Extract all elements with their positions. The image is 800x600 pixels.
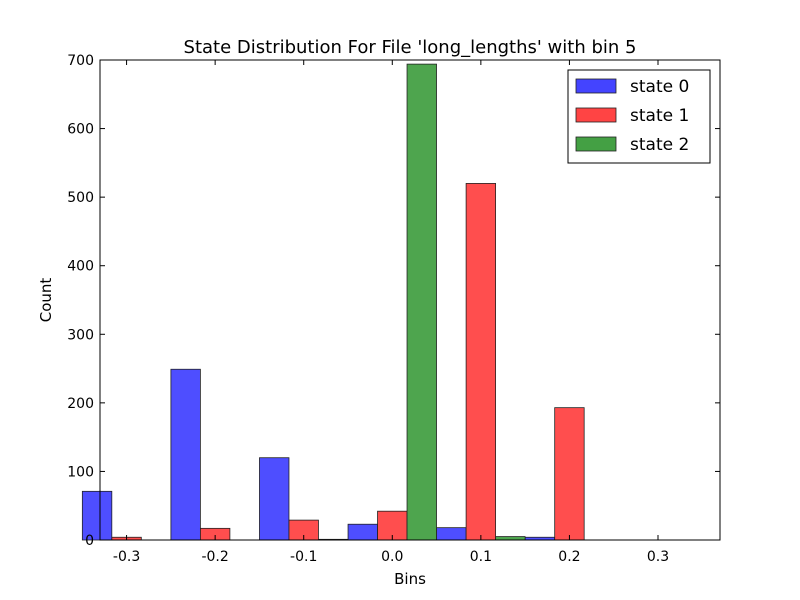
y-tick-label: 500: [67, 190, 94, 206]
y-tick-label: 700: [67, 53, 94, 69]
legend-label: state 0: [630, 77, 689, 97]
bar-state-2-0.0: [406, 63, 437, 541]
x-tick-label: 0.2: [558, 549, 580, 565]
bar-state-0--0.3: [81, 490, 113, 541]
y-tick-label: 300: [67, 327, 94, 343]
x-tick-label: -0.2: [201, 549, 228, 565]
x-tick-label: -0.1: [290, 549, 317, 565]
plot-frame: [99, 59, 721, 541]
y-axis-label: Count: [37, 278, 55, 323]
x-tick-label: -0.3: [113, 549, 140, 565]
bar-state-1-0.1: [465, 183, 497, 541]
legend-swatch: [575, 136, 617, 152]
x-tick-label: 0.1: [470, 549, 492, 565]
y-tick-label: 400: [67, 259, 94, 275]
bar-state-2-0.1: [495, 536, 526, 541]
x-axis: -0.3 -0.2 -0.1 0.0 0.1 0.2 0.3: [113, 60, 669, 565]
x-tick-label: 0.3: [647, 549, 669, 565]
legend-label: state 1: [630, 106, 689, 126]
legend: state 0 state 1 state 2: [567, 69, 711, 164]
bar-state-0-0.0: [347, 523, 378, 541]
bar-state-0--0.1: [259, 457, 290, 541]
y-tick-label: 600: [67, 122, 94, 138]
bar-area: [81, 63, 585, 541]
x-tick-label: 0.0: [381, 549, 403, 565]
y-tick-label: 0: [85, 533, 94, 549]
y-tick-label: 200: [67, 396, 94, 412]
legend-swatch: [575, 78, 617, 94]
legend-label: state 2: [630, 135, 689, 155]
bar-state-0-0.1: [436, 527, 467, 541]
y-tick-label: 100: [67, 464, 94, 480]
bar-state-0--0.2: [170, 368, 201, 541]
x-axis-label: Bins: [394, 570, 426, 588]
y-axis: 0 100 200 300 400 500 600 700: [67, 53, 720, 549]
bar-state-1-0.2: [554, 407, 585, 541]
legend-swatch: [575, 107, 617, 123]
chart-title: State Distribution For File 'long_length…: [184, 37, 637, 58]
